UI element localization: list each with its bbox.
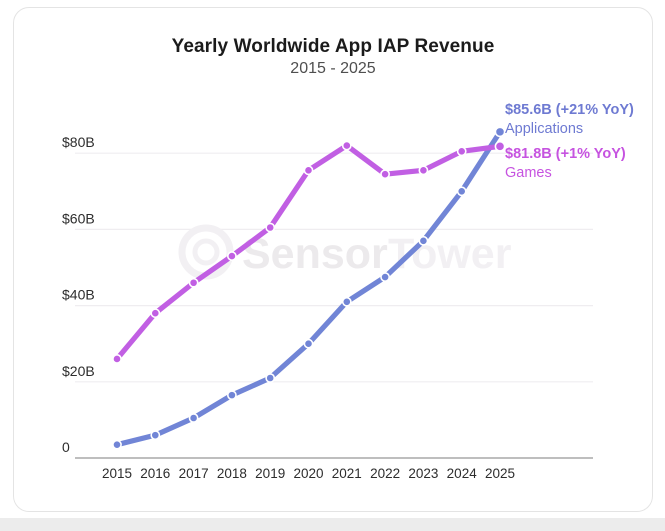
chart-title: Yearly Worldwide App IAP Revenue — [171, 36, 495, 57]
sensor-tower-logo-icon — [178, 224, 234, 280]
data-point-games-2017 — [188, 277, 199, 288]
page-bottom-strip — [0, 518, 665, 531]
data-point-applications-2019 — [265, 373, 276, 383]
games-series-label: Games — [505, 165, 552, 181]
x-axis-tick-label: 2022 — [370, 466, 400, 481]
y-axis-tick-label: 0 — [62, 439, 70, 455]
series-annotation: $85.6B (+21% YoY) Applications $81.8B (+… — [505, 101, 663, 189]
chart-card — [13, 7, 653, 512]
chart-subtitle: 2015 - 2025 — [290, 60, 376, 77]
x-axis-tick-label: 2025 — [485, 466, 515, 481]
data-point-applications-2020 — [303, 338, 314, 349]
data-point-applications-2023 — [418, 235, 429, 246]
y-axis-tick-label: $40B — [62, 287, 95, 303]
data-point-applications-2024 — [456, 186, 467, 197]
x-axis-tick-label: 2019 — [255, 466, 285, 481]
data-point-games-2015 — [112, 354, 122, 364]
watermark-text-sensor: Sensor — [242, 230, 388, 278]
data-point-applications-2016 — [150, 430, 161, 441]
data-point-applications-2022 — [380, 272, 390, 282]
applications-series-label: Applications — [505, 121, 584, 137]
data-point-applications-2015 — [112, 439, 122, 450]
games-annotation: $81.8B (+1% YoY) Games — [505, 145, 663, 183]
x-axis-tick-label: 2023 — [408, 466, 438, 481]
data-point-games-2020 — [303, 165, 314, 176]
data-point-applications-2021 — [341, 296, 352, 307]
x-axis-tick-label: 2020 — [293, 466, 323, 481]
data-point-games-2018 — [226, 251, 237, 261]
sensor-tower-logo-inner — [192, 238, 220, 266]
applications-value-label: $85.6B (+21% YoY) — [505, 102, 634, 118]
data-point-games-2016 — [150, 308, 161, 319]
data-point-applications-2017 — [188, 413, 199, 423]
data-point-applications-2025 — [494, 126, 506, 138]
data-point-games-2024 — [456, 146, 467, 157]
games-value-label: $81.8B (+1% YoY) — [505, 146, 626, 162]
y-axis-tick-label: $60B — [62, 210, 95, 226]
series-line-applications — [114, 129, 503, 448]
x-axis-tick-label: 2017 — [179, 466, 209, 481]
x-axis-tick-label: 2016 — [140, 466, 170, 481]
data-point-applications-2018 — [226, 390, 237, 401]
x-axis-tick-label: 2015 — [102, 466, 132, 481]
x-axis-tick-label: 2024 — [447, 466, 478, 481]
data-point-games-2019 — [265, 222, 276, 233]
x-axis-tick-label: 2018 — [217, 466, 247, 481]
data-point-games-2025 — [494, 140, 506, 152]
data-point-games-2022 — [380, 169, 390, 180]
data-point-games-2023 — [418, 165, 429, 176]
y-axis-tick-label: $20B — [62, 363, 95, 379]
y-axis-tick-label: $80B — [62, 134, 95, 150]
applications-annotation: $85.6B (+21% YoY) Applications — [505, 101, 663, 139]
data-point-games-2021 — [341, 140, 352, 151]
x-axis-tick-label: 2021 — [332, 466, 362, 481]
